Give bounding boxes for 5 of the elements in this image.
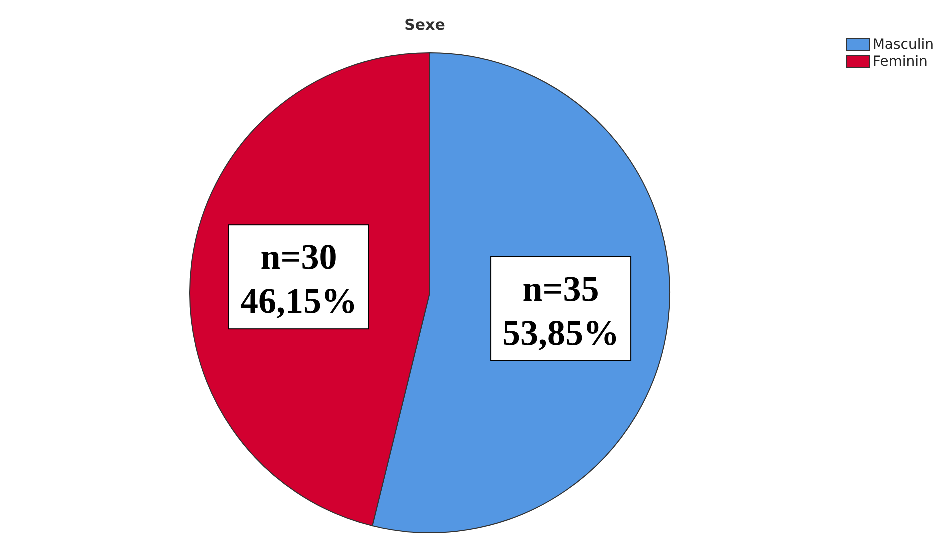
legend-label: Feminin (872, 54, 928, 70)
data-label: n=30 46,15% (240, 237, 358, 322)
chart-title: Sexe (404, 16, 446, 34)
legend-label: Masculin (872, 36, 934, 52)
data-label: n=35 53,85% (502, 268, 620, 353)
